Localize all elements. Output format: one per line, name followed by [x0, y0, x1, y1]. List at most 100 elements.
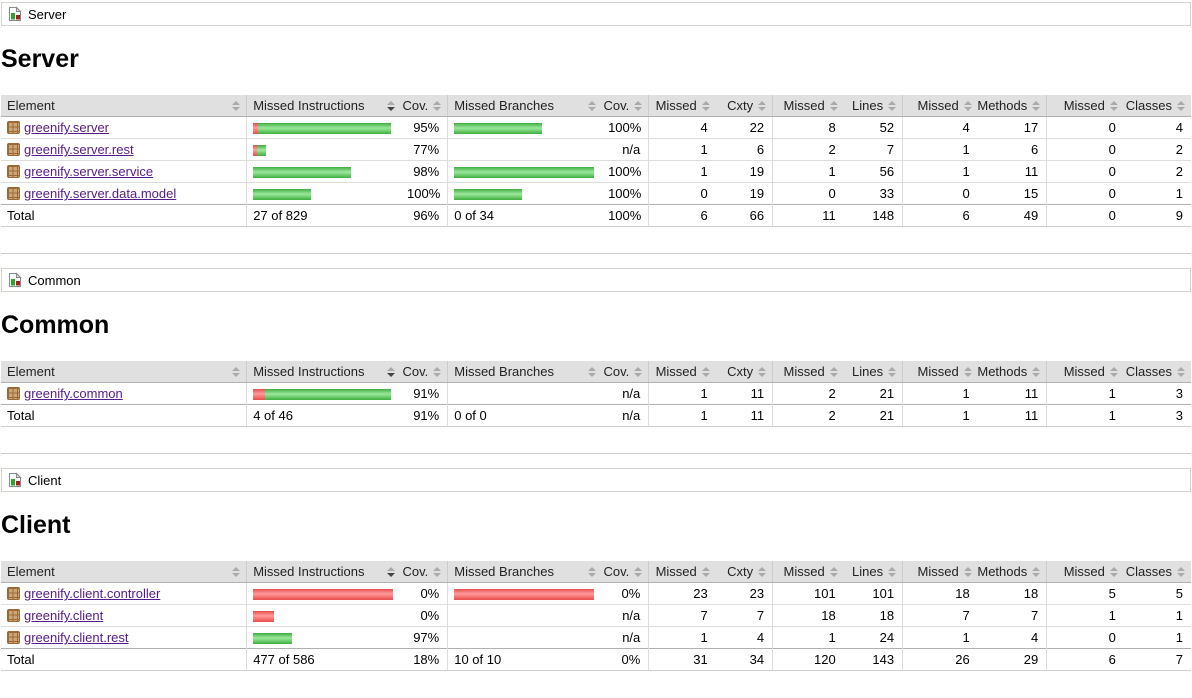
total-lines: 21	[843, 404, 903, 427]
table-row: greenify.common 91% n/a 1 11 2 21 1 11 1…	[1, 382, 1191, 405]
column-header-missed-methods[interactable]: Missed	[902, 361, 978, 383]
column-header-cxty[interactable]: Cxty	[715, 361, 773, 383]
package-link[interactable]: greenify.server	[24, 120, 110, 135]
missed-methods-value: 1	[902, 138, 978, 161]
column-header-missed-methods[interactable]: Missed	[902, 95, 978, 117]
sort-icon	[433, 366, 442, 377]
instructions-coverage-bar	[253, 122, 395, 134]
instruction-coverage-percent: 0%	[401, 604, 448, 627]
column-header-missed-classes[interactable]: Missed	[1046, 361, 1124, 383]
missed-instructions-bar-cell	[246, 138, 402, 161]
column-header-classes[interactable]: Classes	[1123, 361, 1191, 383]
instruction-coverage-percent: 95%	[401, 116, 448, 139]
cxty-value: 7	[715, 604, 773, 627]
element-cell: greenify.server.data.model	[1, 182, 247, 205]
package-icon	[7, 187, 20, 200]
column-header-missed-classes[interactable]: Missed	[1046, 561, 1124, 583]
page-title: Common	[1, 311, 110, 339]
lines-value: 21	[843, 382, 903, 405]
column-header-missed-classes[interactable]: Missed	[1046, 95, 1124, 117]
sort-icon	[701, 366, 710, 377]
column-header-missed-instructions[interactable]: Missed Instructions	[246, 561, 402, 583]
instructions-coverage-bar	[253, 632, 395, 644]
covered-bar-segment	[253, 188, 312, 200]
package-icon	[7, 631, 20, 644]
column-header-missed-instructions[interactable]: Missed Instructions	[246, 95, 402, 117]
total-branch-cov: 0%	[602, 648, 649, 671]
column-header-missed-lines[interactable]: Missed	[772, 561, 844, 583]
column-header-instruction-cov[interactable]: Cov.	[401, 561, 448, 583]
column-header-instruction-cov[interactable]: Cov.	[401, 95, 448, 117]
total-label: Total	[1, 648, 247, 671]
column-header-missed-cxty[interactable]: Missed	[648, 361, 716, 383]
element-cell: greenify.server.rest	[1, 138, 247, 161]
column-header-methods[interactable]: Methods	[977, 95, 1047, 117]
package-link[interactable]: greenify.client.controller	[24, 586, 161, 601]
column-header-element[interactable]: Element	[1, 561, 247, 583]
total-classes: 7	[1123, 648, 1191, 671]
column-header-instruction-cov[interactable]: Cov.	[401, 361, 448, 383]
column-header-missed-lines[interactable]: Missed	[772, 95, 844, 117]
column-header-missed-cxty[interactable]: Missed	[648, 95, 716, 117]
sort-icon	[758, 566, 767, 577]
covered-bar-segment	[253, 632, 293, 644]
column-header-missed-branches[interactable]: Missed Branches	[447, 361, 603, 383]
package-link[interactable]: greenify.common	[24, 386, 123, 401]
column-header-missed-methods[interactable]: Missed	[902, 561, 978, 583]
sort-icon-active	[387, 566, 396, 577]
coverage-section: Common Common Element Missed I	[1, 253, 1191, 427]
column-header-missed-lines[interactable]: Missed	[772, 361, 844, 383]
total-branch-cov: 100%	[602, 204, 649, 227]
table-row: greenify.client.controller 0% 0% 23 23 1…	[1, 582, 1191, 605]
branch-coverage-percent: n/a	[602, 604, 649, 627]
sort-icon	[1177, 566, 1185, 577]
package-icon	[7, 121, 20, 134]
column-header-branch-cov[interactable]: Cov.	[602, 361, 649, 383]
cxty-value: 19	[715, 160, 773, 183]
package-link[interactable]: greenify.client.rest	[24, 630, 129, 645]
package-link[interactable]: greenify.client	[24, 608, 104, 623]
column-header-classes[interactable]: Classes	[1123, 95, 1191, 117]
sort-icon	[588, 100, 597, 111]
total-branches: 10 of 10	[447, 648, 603, 671]
missed-lines-value: 0	[772, 182, 844, 205]
column-header-cxty[interactable]: Cxty	[715, 95, 773, 117]
column-header-lines[interactable]: Lines	[843, 95, 903, 117]
methods-value: 11	[977, 382, 1047, 405]
column-header-branch-cov[interactable]: Cov.	[602, 95, 649, 117]
section-divider	[1, 453, 1191, 454]
missed-branches-bar-cell	[447, 160, 603, 183]
classes-value: 1	[1123, 604, 1191, 627]
package-link[interactable]: greenify.server.data.model	[24, 186, 177, 201]
column-header-branch-cov[interactable]: Cov.	[602, 561, 649, 583]
column-header-missed-instructions[interactable]: Missed Instructions	[246, 361, 402, 383]
column-header-missed-cxty[interactable]: Missed	[648, 561, 716, 583]
package-icon	[7, 387, 20, 400]
branch-coverage-percent: n/a	[602, 138, 649, 161]
total-instruction-cov: 96%	[401, 204, 448, 227]
missed-lines-value: 101	[772, 582, 844, 605]
column-header-missed-branches[interactable]: Missed Branches	[447, 561, 603, 583]
package-link[interactable]: greenify.server.service	[24, 164, 154, 179]
column-header-element[interactable]: Element	[1, 361, 247, 383]
coverage-section: Server Server Element Missed I	[1, 2, 1191, 227]
package-link[interactable]: greenify.server.rest	[24, 142, 134, 157]
column-header-lines[interactable]: Lines	[843, 561, 903, 583]
column-header-missed-branches[interactable]: Missed Branches	[447, 95, 603, 117]
sort-icon	[963, 566, 972, 577]
column-header-methods[interactable]: Methods	[977, 361, 1047, 383]
total-branch-cov: n/a	[602, 404, 649, 427]
branches-coverage-bar	[454, 122, 596, 134]
sort-icon	[888, 366, 897, 377]
missed-classes-value: 0	[1046, 138, 1124, 161]
column-header-methods[interactable]: Methods	[977, 561, 1047, 583]
instructions-coverage-bar	[253, 166, 395, 178]
package-icon	[7, 609, 20, 622]
instructions-coverage-bar	[253, 388, 395, 400]
column-header-cxty[interactable]: Cxty	[715, 561, 773, 583]
column-header-element[interactable]: Element	[1, 95, 247, 117]
missed-methods-value: 7	[902, 604, 978, 627]
sort-icon	[701, 100, 710, 111]
column-header-classes[interactable]: Classes	[1123, 561, 1191, 583]
column-header-lines[interactable]: Lines	[843, 361, 903, 383]
